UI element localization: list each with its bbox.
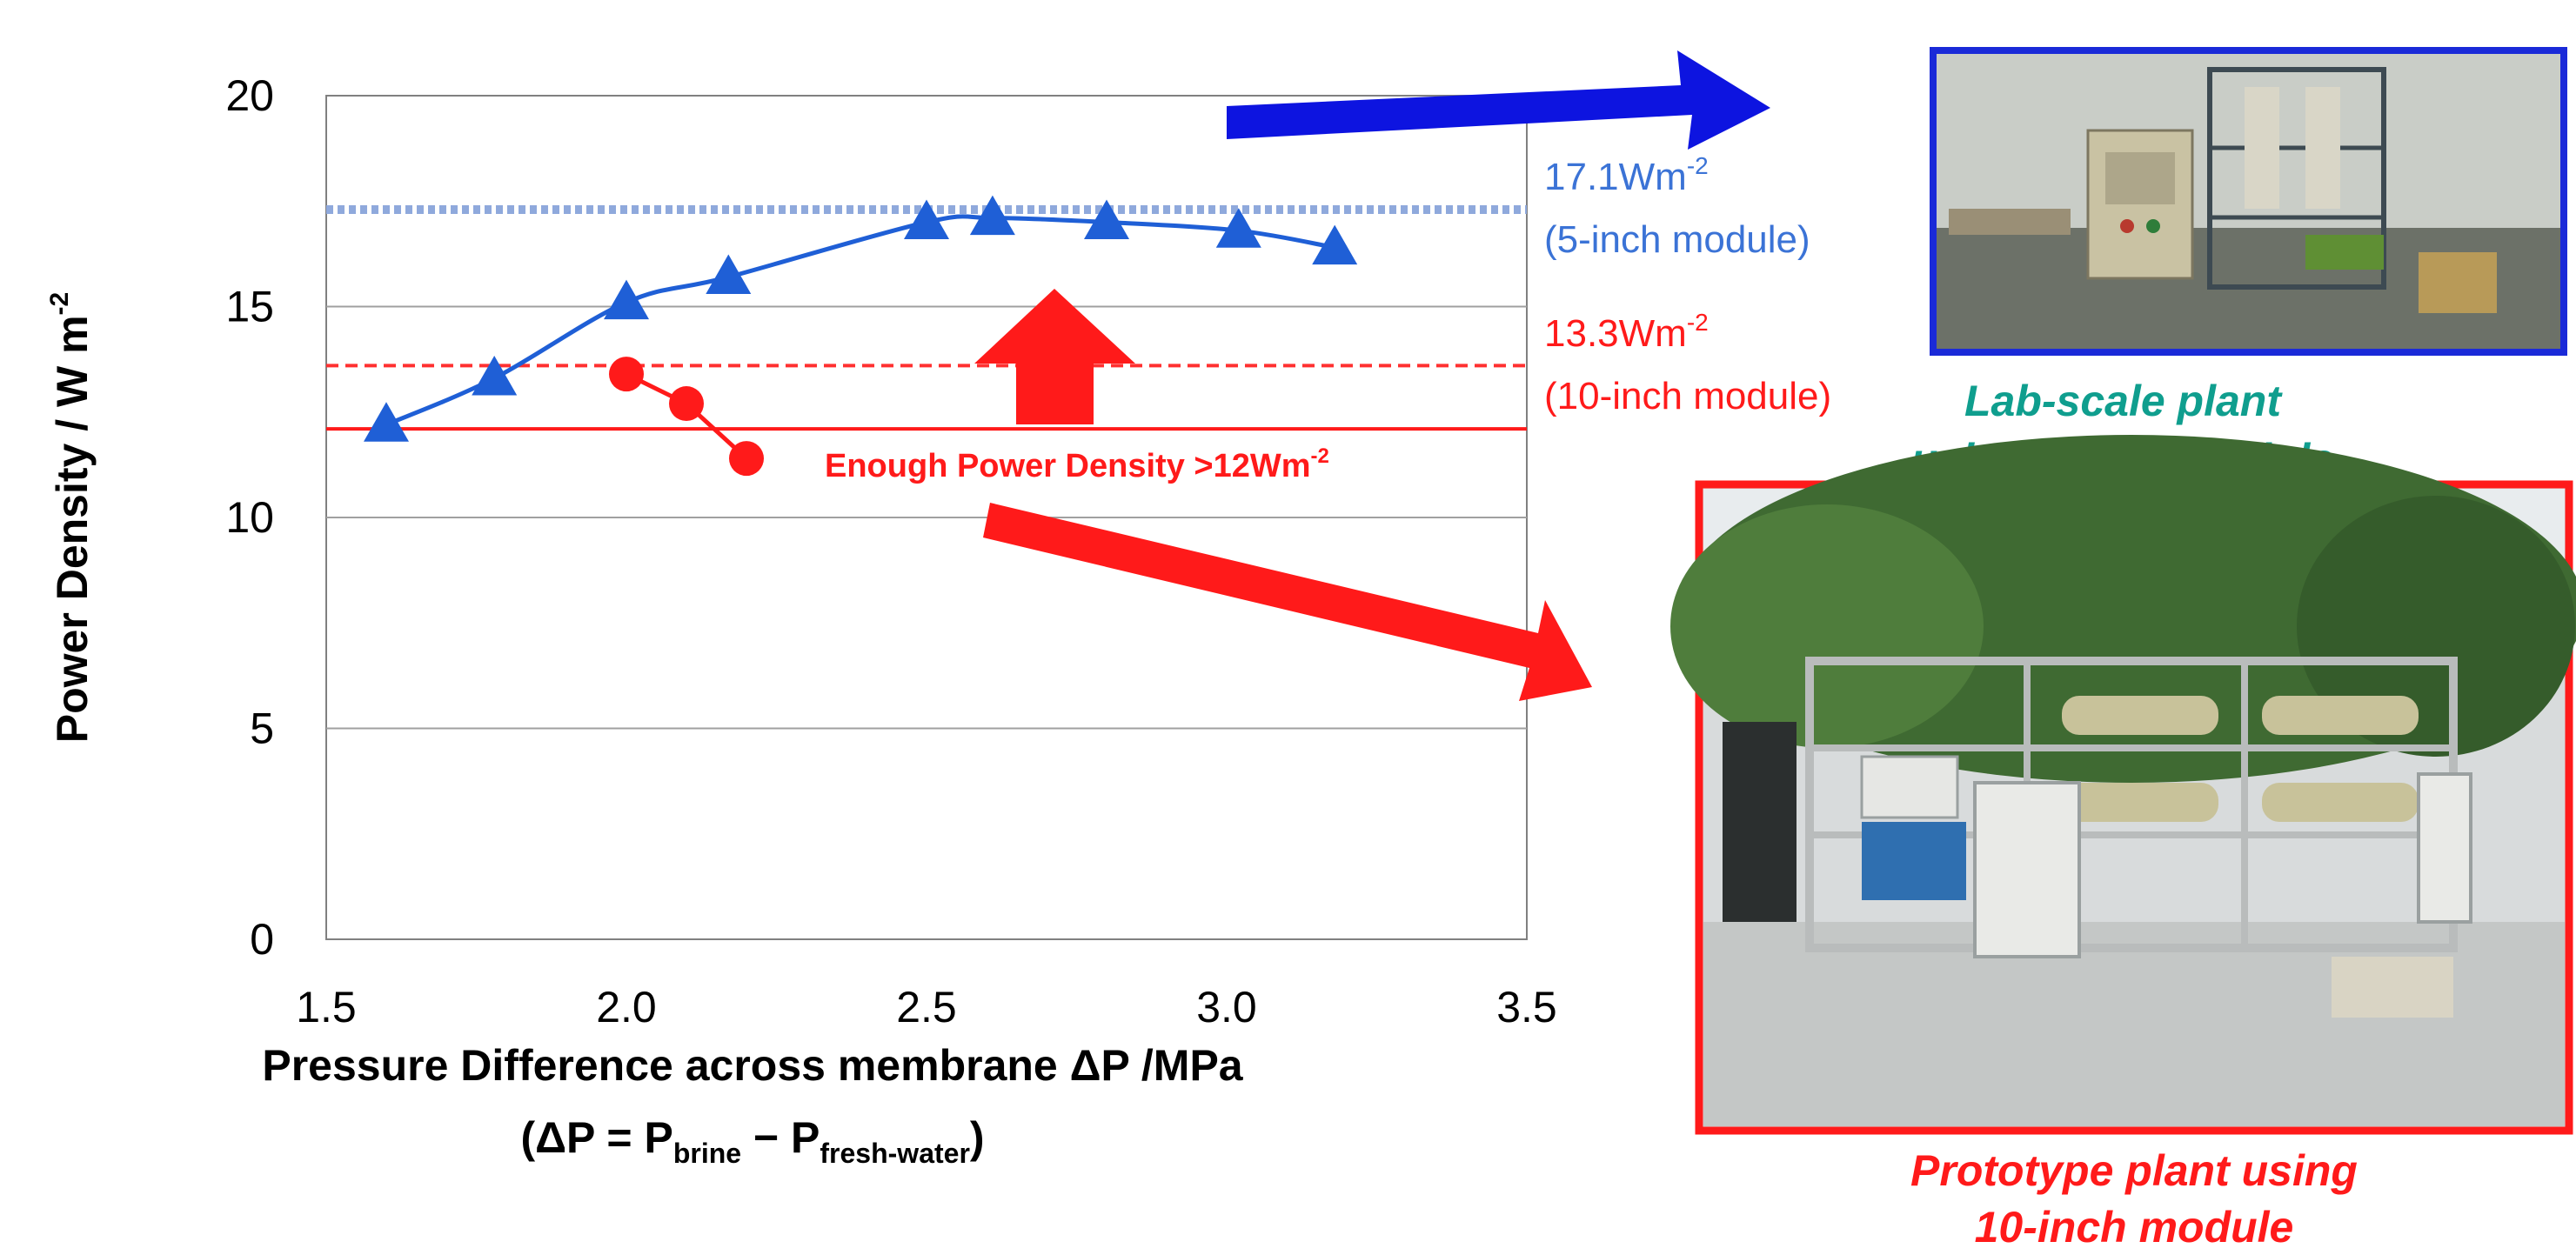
series-0-point-6 bbox=[1084, 199, 1129, 239]
x-tick-label-0: 1.5 bbox=[296, 983, 357, 1031]
series-0-point-8 bbox=[1312, 224, 1358, 265]
proto-module-2 bbox=[2262, 696, 2419, 735]
proto-ground bbox=[1703, 922, 2565, 1126]
proto-control-panel-2 bbox=[2417, 772, 2472, 924]
lab-bench bbox=[1949, 209, 2071, 235]
lab-cylinder bbox=[2245, 87, 2279, 209]
series-1-point-2 bbox=[729, 441, 764, 477]
proto-pump bbox=[1862, 822, 1966, 900]
power-density-chart: 0 5 10 15 20 1.5 2.0 2.5 3.0 3.5 Power Density / … bbox=[45, 71, 1831, 1169]
lab-cabinet-knob-2 bbox=[2146, 219, 2160, 233]
y-tick-label-1: 5 bbox=[250, 704, 274, 753]
y-tick-label-4: 20 bbox=[225, 71, 274, 120]
proto-module-4 bbox=[2262, 783, 2419, 822]
series-0-point-3 bbox=[706, 254, 752, 295]
up-arrow bbox=[974, 289, 1135, 424]
ref-label-17-1-sup: -2 bbox=[1687, 152, 1709, 179]
ref-label-enough: Enough Power Density >12Wm-2 bbox=[825, 444, 1329, 484]
ref-label-enough-sup: -2 bbox=[1311, 444, 1329, 468]
formula-minus: − P bbox=[741, 1113, 820, 1162]
ref-label-17-1: 17.1Wm-2 bbox=[1544, 152, 1709, 198]
lab-green-items bbox=[2305, 235, 2384, 270]
prototype-plant-photo bbox=[1670, 435, 2576, 1135]
proto-caption-line1: Prototype plant using bbox=[1910, 1146, 2358, 1195]
red-arrow bbox=[983, 503, 1592, 701]
lab-box bbox=[2419, 252, 2497, 313]
lab-plant-photo bbox=[1930, 47, 2567, 356]
y-tick-label-2: 10 bbox=[225, 493, 274, 542]
blue-arrow bbox=[1227, 50, 1770, 150]
lab-caption-line1: Lab-scale plant bbox=[1964, 377, 2283, 425]
proto-module bbox=[2062, 696, 2218, 735]
lab-cabinet-panel bbox=[2105, 152, 2175, 204]
x-axis-label: Pressure Difference across membrane ΔP /… bbox=[262, 1041, 1243, 1090]
lab-cabinet-knob bbox=[2120, 219, 2134, 233]
series-0-point-5 bbox=[969, 195, 1015, 236]
x-tick-label-3: 3.0 bbox=[1196, 983, 1257, 1031]
series-1-point-0 bbox=[609, 357, 644, 392]
x-tick-label-4: 3.5 bbox=[1496, 983, 1557, 1031]
series-0-point-1 bbox=[472, 355, 518, 396]
ref-sublabel-10-inch: (10-inch module) bbox=[1544, 375, 1831, 417]
series-0-line bbox=[385, 214, 1335, 427]
proto-box bbox=[2332, 957, 2453, 1018]
proto-tank bbox=[1723, 722, 1797, 922]
formula-sub-fresh-water: fresh-water bbox=[820, 1138, 970, 1169]
y-tick-label-3: 15 bbox=[225, 283, 274, 331]
proto-cabinet bbox=[1860, 755, 1959, 819]
data-series bbox=[364, 195, 1358, 477]
lab-cylinder-2 bbox=[2305, 87, 2340, 209]
x-tick-label-2: 2.5 bbox=[896, 983, 957, 1031]
x-axis-formula: (ΔP = Pbrine − Pfresh-water) bbox=[520, 1113, 984, 1169]
ref-label-13-3-sup: -2 bbox=[1687, 309, 1709, 336]
series-0-point-2 bbox=[604, 279, 649, 320]
y-axis-label-sup: -2 bbox=[45, 292, 74, 316]
formula-close: ) bbox=[970, 1113, 985, 1162]
proto-control-panel bbox=[1973, 781, 2081, 958]
y-tick-label-0: 0 bbox=[250, 915, 274, 964]
x-tick-label-1: 2.0 bbox=[596, 983, 657, 1031]
formula-sub-brine: brine bbox=[673, 1138, 741, 1169]
ref-label-enough-text: Enough Power Density >12Wm bbox=[825, 448, 1311, 484]
y-axis-label: Power Density / W m-2 bbox=[45, 292, 97, 743]
series-1-point-1 bbox=[669, 386, 704, 422]
series-0-point-7 bbox=[1215, 208, 1261, 248]
ref-sublabel-5-inch: (5-inch module) bbox=[1544, 218, 1810, 261]
formula-open: (ΔP = P bbox=[520, 1113, 672, 1162]
ref-label-13-3: 13.3Wm-2 bbox=[1544, 309, 1709, 355]
grid-lines bbox=[326, 305, 1527, 730]
axis-ticks: 0 5 10 15 20 1.5 2.0 2.5 3.0 3.5 bbox=[225, 71, 1556, 1031]
lab-rack bbox=[2207, 67, 2386, 290]
y-axis-label-text: Power Density / W m bbox=[48, 315, 97, 743]
series-0-point-0 bbox=[364, 402, 409, 442]
proto-module-3 bbox=[2062, 783, 2218, 822]
series-0-point-4 bbox=[904, 199, 949, 239]
proto-trees-3 bbox=[2297, 496, 2575, 757]
ref-label-13-3-text: 13.3Wm bbox=[1544, 312, 1687, 355]
proto-caption-line2: 10-inch module bbox=[1975, 1203, 2294, 1252]
proto-trees-2 bbox=[1670, 504, 1984, 748]
ref-label-17-1-text: 17.1Wm bbox=[1544, 156, 1687, 198]
